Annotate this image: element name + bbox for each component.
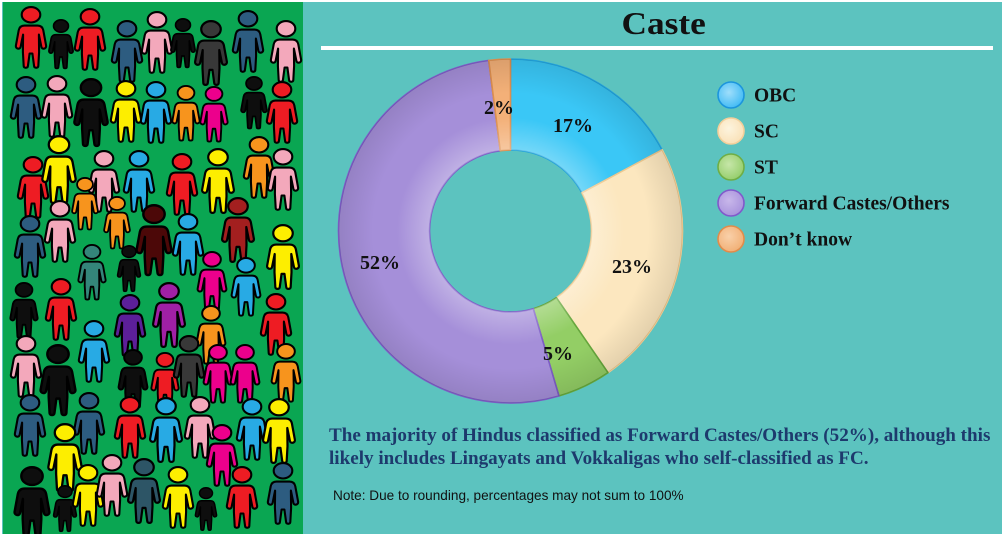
svg-text:52%: 52% — [360, 252, 400, 274]
svg-text:17%: 17% — [553, 115, 593, 137]
svg-text:Don’t know: Don’t know — [754, 230, 852, 251]
svg-text:OBC: OBC — [754, 86, 796, 107]
svg-text:23%: 23% — [612, 256, 652, 278]
svg-text:2%: 2% — [484, 97, 514, 119]
svg-text:ST: ST — [754, 158, 778, 179]
svg-text:Forward Castes/Others: Forward Castes/Others — [754, 194, 950, 215]
svg-text:5%: 5% — [543, 343, 573, 365]
svg-text:SC: SC — [754, 122, 779, 143]
